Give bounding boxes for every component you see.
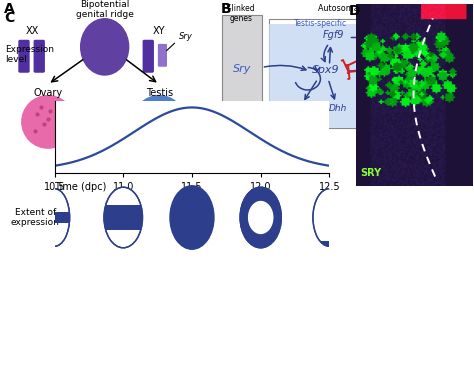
FancyBboxPatch shape — [34, 40, 45, 73]
Ellipse shape — [104, 187, 143, 248]
FancyBboxPatch shape — [18, 40, 30, 73]
Text: Expression
level: Expression level — [5, 45, 54, 64]
Text: Extent of
expression: Extent of expression — [11, 208, 60, 227]
Text: Rspo1: Rspo1 — [402, 76, 433, 86]
Ellipse shape — [22, 96, 74, 148]
Ellipse shape — [170, 186, 214, 249]
Text: Foxl2: Foxl2 — [402, 58, 428, 68]
Text: Sry: Sry — [233, 64, 251, 74]
Ellipse shape — [81, 19, 128, 75]
Text: Wnt4: Wnt4 — [402, 30, 428, 39]
Text: Fgf9: Fgf9 — [322, 30, 344, 39]
Bar — [38, 212, 71, 223]
Text: D: D — [348, 4, 360, 18]
Text: SRY: SRY — [360, 168, 381, 178]
Ellipse shape — [240, 187, 282, 248]
Text: Autosomal and X-linked genes: Autosomal and X-linked genes — [319, 4, 440, 13]
Text: C: C — [5, 11, 15, 25]
FancyBboxPatch shape — [143, 40, 154, 73]
Text: Testis-specific: Testis-specific — [294, 19, 347, 28]
Ellipse shape — [248, 201, 273, 234]
Text: Sox9: Sox9 — [312, 65, 339, 75]
Text: Dhh: Dhh — [329, 104, 347, 112]
Text: Ovary-specific: Ovary-specific — [393, 19, 447, 28]
Text: Bipotential
genital ridge: Bipotential genital ridge — [76, 0, 134, 20]
Text: Amh: Amh — [287, 104, 308, 112]
Bar — [311, 241, 347, 246]
Text: XY: XY — [153, 26, 165, 36]
Text: Fst: Fst — [402, 95, 417, 105]
Ellipse shape — [133, 96, 185, 148]
Text: B: B — [220, 2, 231, 16]
Text: A: A — [4, 2, 15, 16]
Text: Time (dpc): Time (dpc) — [55, 182, 107, 192]
Text: Y-linked
genes: Y-linked genes — [226, 4, 256, 23]
Ellipse shape — [39, 189, 70, 246]
Ellipse shape — [313, 189, 346, 246]
FancyBboxPatch shape — [158, 44, 167, 67]
Text: Testis: Testis — [146, 88, 173, 98]
Bar — [384, 24, 466, 128]
Bar — [269, 24, 392, 128]
Bar — [103, 206, 144, 230]
Text: Sry: Sry — [179, 32, 192, 41]
Text: XX: XX — [26, 26, 39, 36]
Text: Ovary: Ovary — [33, 88, 63, 98]
FancyBboxPatch shape — [222, 15, 262, 128]
